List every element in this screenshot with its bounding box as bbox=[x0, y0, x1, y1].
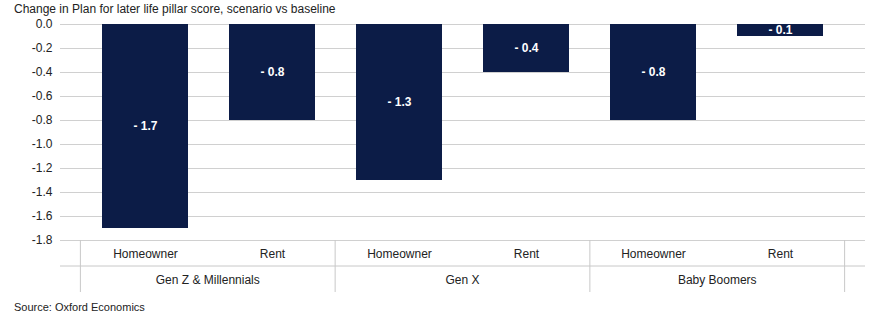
svg-text:-1.4: -1.4 bbox=[32, 185, 53, 199]
svg-text:- 0.4: - 0.4 bbox=[514, 41, 538, 55]
svg-text:Rent: Rent bbox=[514, 247, 540, 261]
svg-text:Rent: Rent bbox=[260, 247, 286, 261]
svg-text:- 0.1: - 0.1 bbox=[768, 23, 792, 37]
svg-text:Rent: Rent bbox=[768, 247, 794, 261]
svg-text:-0.4: -0.4 bbox=[32, 65, 53, 79]
svg-text:Homeowner: Homeowner bbox=[621, 247, 686, 261]
svg-text:- 1.7: - 1.7 bbox=[133, 119, 157, 133]
svg-text:Gen X: Gen X bbox=[445, 273, 479, 287]
svg-text:-0.2: -0.2 bbox=[32, 41, 53, 55]
svg-text:Homeowner: Homeowner bbox=[113, 247, 178, 261]
svg-text:Gen Z & Millennials: Gen Z & Millennials bbox=[156, 273, 260, 287]
html-text:Change in Plan for later life: Change in Plan for later life pillar sco… bbox=[14, 2, 336, 16]
svg-text:Homeowner: Homeowner bbox=[367, 247, 432, 261]
svg-text:- 1.3: - 1.3 bbox=[387, 95, 411, 109]
svg-text:-0.6: -0.6 bbox=[32, 89, 53, 103]
svg-text:-1.2: -1.2 bbox=[32, 161, 53, 175]
svg-text:-1.8: -1.8 bbox=[32, 233, 53, 247]
html-text:Source: Oxford Economics: Source: Oxford Economics bbox=[14, 301, 145, 313]
svg-text:-1.0: -1.0 bbox=[32, 137, 53, 151]
svg-text:Baby Boomers: Baby Boomers bbox=[678, 273, 757, 287]
svg-text:-0.8: -0.8 bbox=[32, 113, 53, 127]
svg-text:0.0: 0.0 bbox=[36, 18, 53, 31]
svg-text:- 0.8: - 0.8 bbox=[641, 65, 665, 79]
svg-text:-1.6: -1.6 bbox=[32, 209, 53, 223]
svg-text:- 0.8: - 0.8 bbox=[260, 65, 284, 79]
